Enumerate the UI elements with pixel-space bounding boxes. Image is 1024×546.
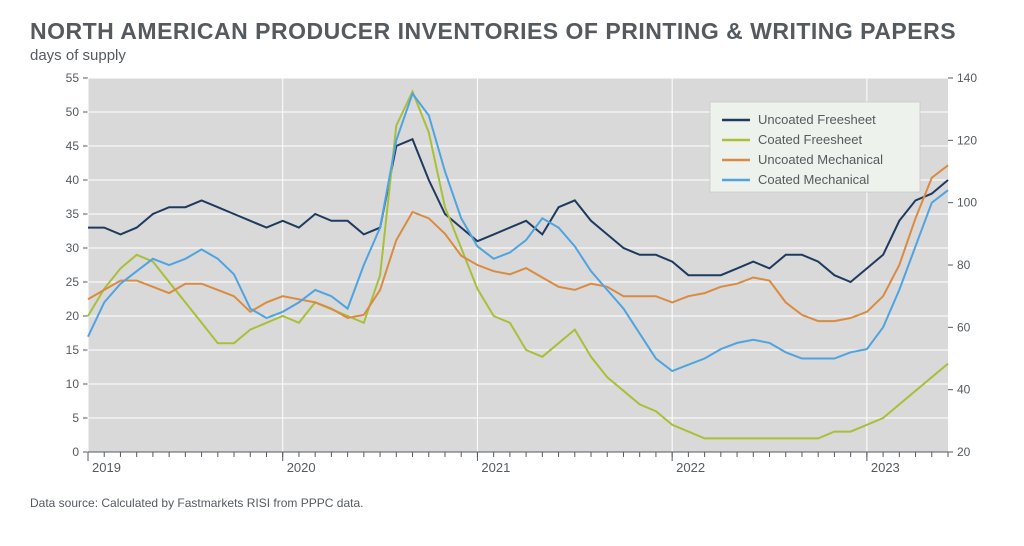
chart-footnote: Data source: Calculated by Fastmarkets R… — [30, 496, 994, 510]
svg-text:35: 35 — [66, 207, 80, 221]
chart-title: NORTH AMERICAN PRODUCER INVENTORIES OF P… — [30, 18, 994, 45]
svg-text:2019: 2019 — [92, 460, 121, 475]
line-chart: 0 5 10 15 20 25 30 35 40 45 50 55 20 40 60 80 100 120 140 2… — [30, 72, 990, 492]
svg-text:40: 40 — [957, 383, 971, 397]
svg-text:55: 55 — [66, 72, 80, 85]
svg-text:20: 20 — [66, 309, 80, 323]
legend-label: Uncoated Freesheet — [758, 112, 876, 127]
legend-label: Coated Freesheet — [758, 132, 862, 147]
svg-text:40: 40 — [66, 173, 80, 187]
svg-text:10: 10 — [66, 377, 80, 391]
svg-text:5: 5 — [72, 411, 79, 425]
chart-area: 0 5 10 15 20 25 30 35 40 45 50 55 20 40 60 80 100 120 140 2… — [30, 72, 994, 492]
svg-text:30: 30 — [66, 241, 80, 255]
chart-subtitle: days of supply — [30, 47, 994, 64]
legend-label: Coated Mechanical — [758, 172, 869, 187]
svg-text:50: 50 — [66, 105, 80, 119]
svg-text:60: 60 — [957, 320, 971, 334]
svg-text:0: 0 — [72, 445, 79, 459]
svg-text:80: 80 — [957, 258, 971, 272]
svg-text:25: 25 — [66, 275, 80, 289]
svg-text:100: 100 — [957, 196, 977, 210]
svg-text:140: 140 — [957, 72, 977, 85]
svg-text:2022: 2022 — [676, 460, 705, 475]
svg-text:2021: 2021 — [481, 460, 510, 475]
legend-label: Uncoated Mechanical — [758, 152, 883, 167]
svg-text:2020: 2020 — [287, 460, 316, 475]
svg-text:45: 45 — [66, 139, 80, 153]
svg-text:2023: 2023 — [871, 460, 900, 475]
svg-text:15: 15 — [66, 343, 80, 357]
svg-text:20: 20 — [957, 445, 971, 459]
svg-text:120: 120 — [957, 133, 977, 147]
